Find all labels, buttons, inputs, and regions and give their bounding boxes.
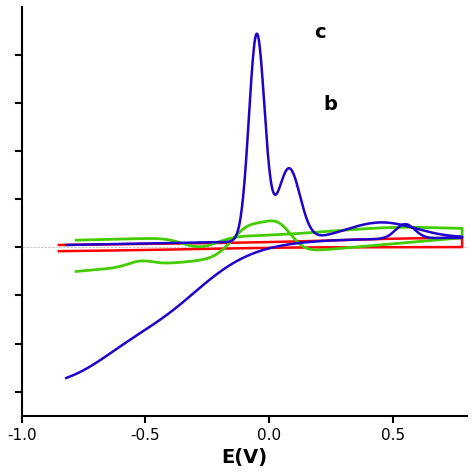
Text: b: b: [324, 95, 337, 114]
X-axis label: E(V): E(V): [221, 448, 267, 467]
Text: c: c: [314, 23, 325, 42]
